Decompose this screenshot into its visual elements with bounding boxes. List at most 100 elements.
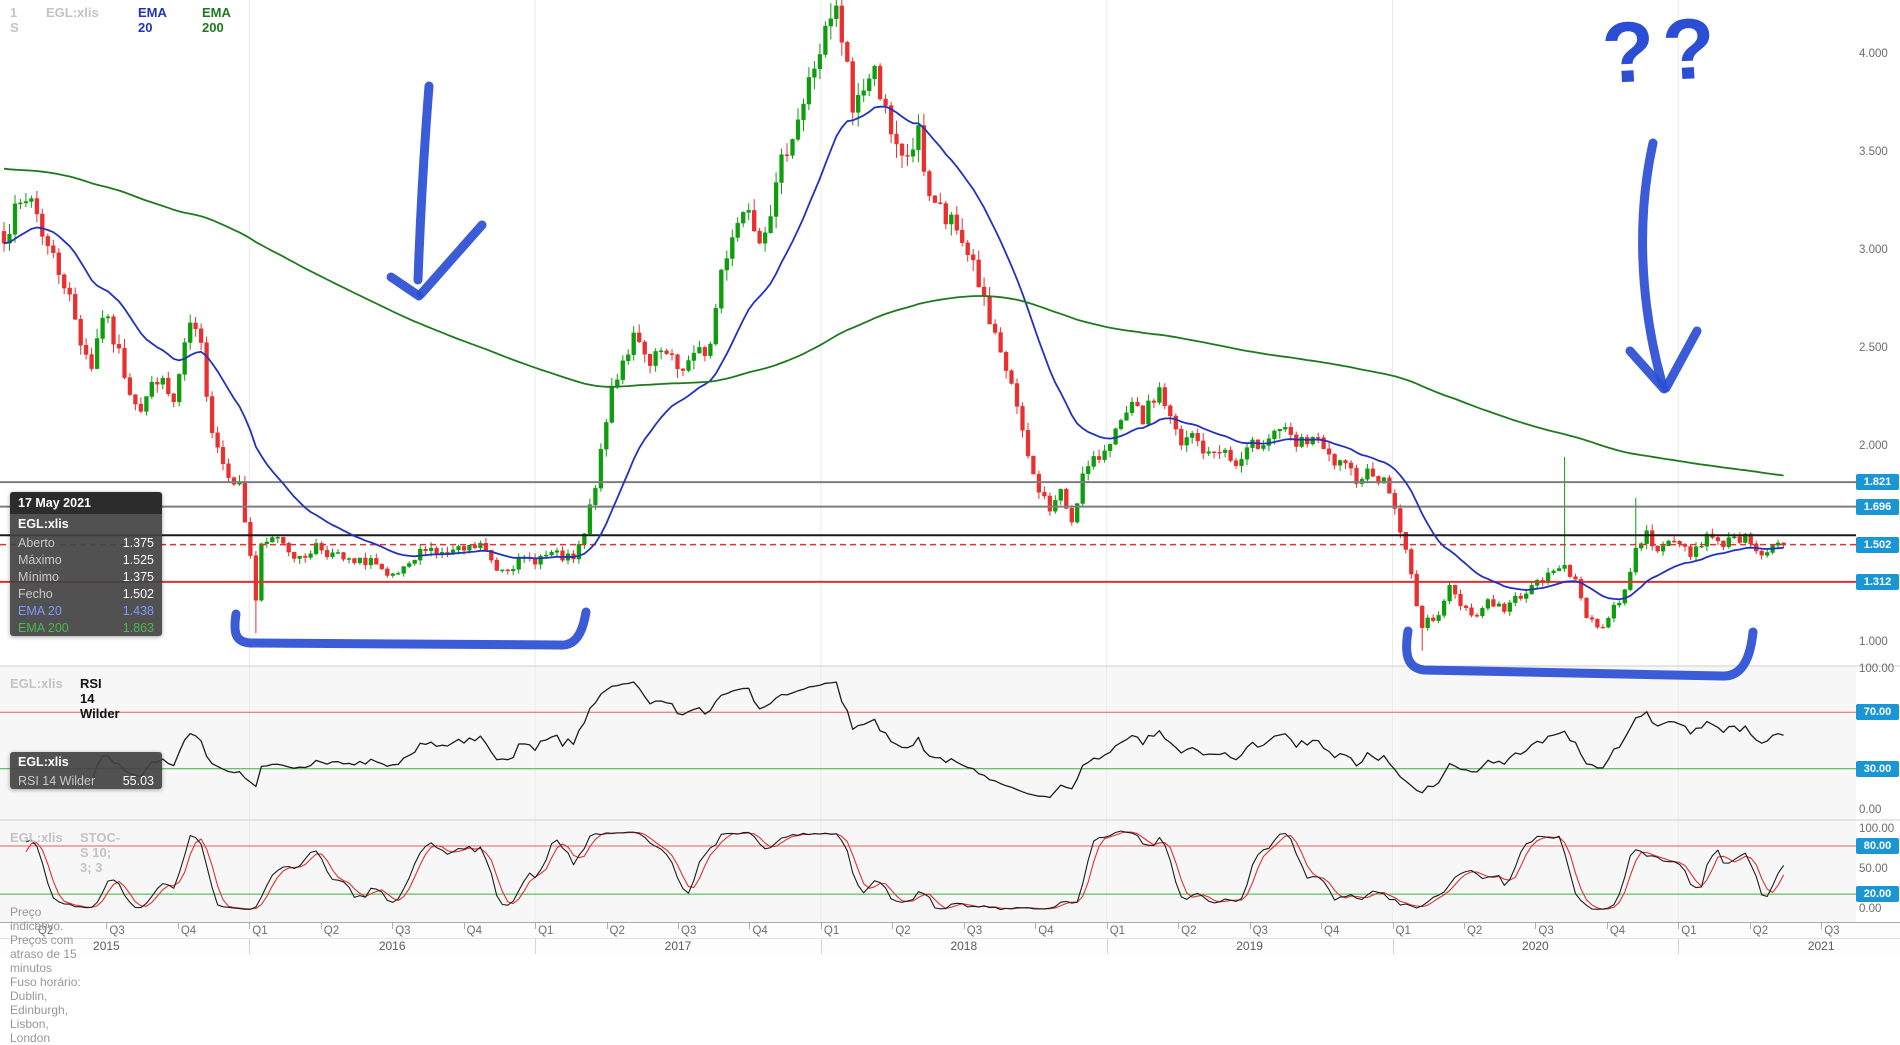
quarter-label: Q2	[1181, 925, 1197, 937]
rsi-panel-bg	[0, 666, 1856, 820]
quarter-tick	[535, 923, 537, 929]
year-tick	[1392, 938, 1394, 954]
quarter-label: Q1	[823, 925, 840, 937]
down-arrow-right-barb2	[1661, 326, 1702, 393]
time-axis[interactable]: Q2 Q3 Q4 2015 Q1 Q2 Q3 Q4 2016 Q1 Q2 Q3 Q4 2017 Q1 Q2 Q3…	[0, 922, 1900, 954]
quarter-label: Q1	[1109, 925, 1126, 937]
quarter-label: Q3	[395, 925, 411, 937]
stoch-panel-symbol: EGL:xlis	[10, 830, 63, 845]
quarter-label: Q3	[1538, 925, 1554, 937]
quarter-tick	[1821, 923, 1823, 929]
chart-canvas[interactable]	[0, 0, 1900, 953]
quarter-tick	[1463, 923, 1465, 929]
quarter-tick	[1535, 923, 1537, 929]
year-label: 2015	[93, 939, 120, 953]
quarter-label: Q1	[252, 925, 268, 937]
quarter-tick	[463, 923, 465, 929]
quarter-label: Q3	[681, 925, 697, 937]
quarter-tick	[106, 923, 108, 929]
price-tooltip: 17 May 2021 EGL:xlis Aberto 1.375 Máximo 1…	[10, 492, 162, 636]
quarter-tick	[963, 923, 965, 929]
down-arrow-right-shaft	[1638, 138, 1667, 388]
delay-note: Preço indicativo. Preços com atraso de 1…	[10, 905, 77, 975]
quarter-tick	[177, 923, 179, 929]
year-label: 2017	[664, 939, 692, 953]
quarter-tick	[34, 923, 36, 929]
quarter-label: Q3	[109, 925, 125, 937]
quarter-tick	[678, 923, 679, 929]
timezone-note: Fuso horário: Dublin, Edinburgh, Lisbon,…	[10, 975, 81, 1045]
tooltip-row-low: Mínimo 1.375	[18, 569, 154, 584]
down-arrow-left-shaft	[413, 81, 434, 285]
tooltip-row-close: Fecho 1.502	[18, 586, 154, 601]
quarter-label: Q4	[752, 925, 768, 937]
quarter-tick	[392, 923, 394, 929]
quarter-label: Q3	[1252, 925, 1268, 937]
tooltip-row-ema20: EMA 20 1.438	[18, 603, 154, 618]
axis-divider	[0, 938, 1900, 939]
timeframe-label: 1 S	[10, 5, 19, 35]
year-tick	[1678, 938, 1680, 954]
quarter-tick	[749, 923, 751, 929]
rsi-line	[85, 681, 1784, 799]
ema20-line	[3, 105, 1784, 601]
quarter-tick	[1392, 923, 1394, 929]
stoch-k-line	[25, 830, 1785, 911]
consolidation-bracket-2016	[230, 607, 591, 650]
quarter-label: Q4	[180, 925, 197, 937]
rsi-panel-symbol: EGL:xlis	[10, 676, 63, 691]
quarter-label: Q4	[1609, 925, 1626, 937]
quarter-tick	[1321, 923, 1323, 929]
year-tick	[535, 938, 537, 954]
quarter-label: Q3	[966, 925, 983, 937]
ema200-legend[interactable]: EMA 200	[202, 5, 231, 35]
year-tick	[249, 938, 251, 954]
quarter-tick	[1035, 923, 1037, 929]
year-label: 2016	[378, 939, 406, 953]
tooltip-row-high: Máximo 1.525	[18, 552, 154, 567]
quarter-tick	[606, 923, 608, 929]
rsi-panel-title: RSI 14 Wilder	[80, 676, 120, 721]
quarter-label: Q2	[1752, 925, 1769, 937]
quarter-label: Q2	[895, 925, 911, 937]
tooltip-date: 17 May 2021	[10, 492, 162, 514]
down-arrow-left-barb	[386, 272, 424, 301]
quarter-label: Q4	[1038, 925, 1054, 937]
year-label: 2020	[1522, 939, 1549, 953]
tooltip-symbol: EGL:xlis	[18, 517, 69, 531]
quarter-label: Q4	[1324, 925, 1340, 937]
year-label: 2019	[1236, 939, 1263, 953]
rsi-tooltip-symbol: EGL:xlis	[18, 755, 69, 769]
quarter-tick	[1178, 923, 1180, 929]
quarter-label: Q4	[466, 925, 482, 937]
consolidation-bracket-2020	[1402, 626, 1758, 681]
question-marks-annotation: ??	[1599, 0, 1726, 103]
quarter-label: Q1	[1395, 925, 1411, 937]
quarter-tick	[1106, 923, 1108, 929]
ema20-legend[interactable]: EMA 20	[138, 5, 167, 35]
year-label: 2018	[950, 939, 978, 953]
ema200-line	[3, 167, 1784, 477]
quarter-label: Q1	[1681, 925, 1697, 937]
year-tick	[820, 938, 822, 954]
quarter-tick	[1749, 923, 1751, 929]
down-arrow-left-barb2	[416, 220, 487, 299]
quarter-tick	[820, 923, 822, 929]
rsi-tooltip-row: RSI 14 Wilder 55.03	[18, 773, 154, 788]
tooltip-row-open: Aberto 1.375	[18, 535, 154, 550]
quarter-tick	[1249, 923, 1251, 929]
quarter-label: Q2	[323, 925, 340, 937]
symbol-label: EGL:xlis	[46, 5, 99, 20]
year-tick	[1106, 938, 1108, 954]
down-arrow-right-barb	[1625, 346, 1669, 394]
footer-disclaimer: Preço indicativo. Preços com atraso de 1…	[10, 905, 94, 1045]
stoch-panel-bg	[0, 820, 1856, 922]
quarter-tick	[892, 923, 894, 929]
quarter-tick	[1606, 923, 1608, 929]
stoch-panel-title: STOC-S 10; 3; 3	[80, 830, 121, 875]
quarter-label: Q2	[609, 925, 625, 937]
quarter-tick	[1678, 923, 1680, 929]
quarter-label: Q1	[538, 925, 554, 937]
quarter-tick	[249, 923, 251, 929]
candle-wicks-down	[3, 0, 1785, 651]
